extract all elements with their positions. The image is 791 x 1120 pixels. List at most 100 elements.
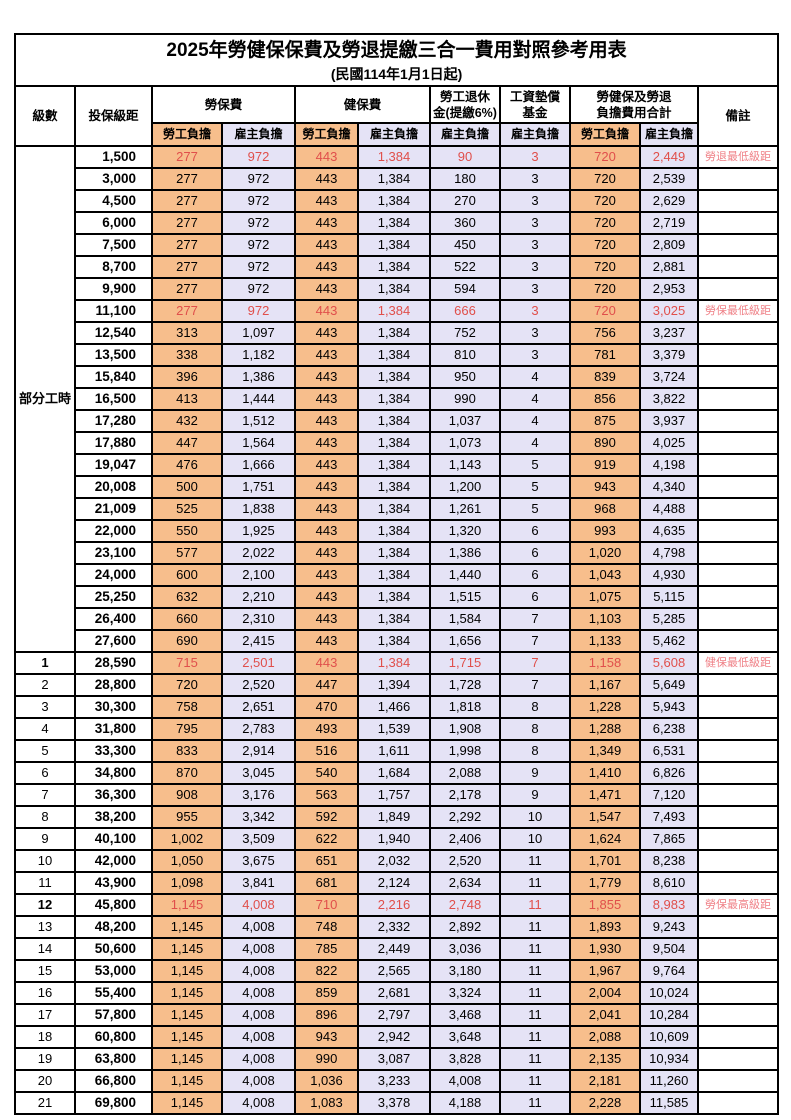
cell-bracket: 31,800 <box>74 717 153 741</box>
cell-level: 13 <box>14 915 76 939</box>
cell-pension-employer: 2,634 <box>429 871 501 895</box>
cell-bracket: 66,800 <box>74 1069 153 1093</box>
cell-healthins-employee: 443 <box>294 343 359 367</box>
cell-total-employer: 4,198 <box>639 453 699 477</box>
cell-remark <box>696 805 780 829</box>
cell-total-employer: 2,881 <box>639 255 699 279</box>
cell-total-employee: 720 <box>569 233 641 257</box>
cell-healthins-employee: 443 <box>294 497 359 521</box>
cell-total-employee: 1,043 <box>569 563 641 587</box>
cell-laborins-employer: 2,783 <box>221 717 296 741</box>
table-row: 11 43,900 1,098 3,841 681 2,124 2,634 11 1,779 8,… <box>14 871 780 895</box>
cell-bracket: 57,800 <box>74 1003 153 1027</box>
cell-total-employer: 6,531 <box>639 739 699 763</box>
cell-healthins-employee: 443 <box>294 431 359 455</box>
cell-level: 17 <box>14 1003 76 1027</box>
cell-laborins-employee: 577 <box>151 541 223 565</box>
cell-total-employer: 10,284 <box>639 1003 699 1027</box>
cell-level: 3 <box>14 695 76 719</box>
cell-healthins-employee: 785 <box>294 937 359 961</box>
cell-pension-employer: 2,748 <box>429 893 501 917</box>
cell-total-employer: 2,539 <box>639 167 699 191</box>
cell-healthins-employer: 2,942 <box>357 1025 431 1049</box>
cell-total-employee: 2,135 <box>569 1047 641 1071</box>
cell-total-employer: 9,764 <box>639 959 699 983</box>
cell-pension-employer: 752 <box>429 321 501 345</box>
cell-pension-employer: 2,520 <box>429 849 501 873</box>
cell-laborins-employer: 3,509 <box>221 827 296 851</box>
cell-laborins-employer: 1,097 <box>221 321 296 345</box>
cell-total-employee: 890 <box>569 431 641 455</box>
cell-total-employer: 5,649 <box>639 673 699 697</box>
cell-pension-employer: 360 <box>429 211 501 235</box>
header-share-row: 勞工負擔 雇主負擔 勞工負擔 雇主負擔 雇主負擔 雇主負擔 勞工負擔 雇主負擔 <box>15 122 778 147</box>
cell-total-employee: 1,133 <box>569 629 641 653</box>
cell-remark <box>696 343 780 367</box>
cell-laborins-employee: 1,145 <box>151 1025 223 1049</box>
cell-laborins-employer: 972 <box>221 145 296 169</box>
cell-laborins-employee: 908 <box>151 783 223 807</box>
cell-level: 1 <box>14 651 76 675</box>
cell-level: 7 <box>14 783 76 807</box>
cell-level: 6 <box>14 761 76 785</box>
cell-remark <box>696 739 780 763</box>
subheader-healthins-employer: 雇主負擔 <box>357 122 431 147</box>
cell-laborins-employer: 972 <box>221 233 296 257</box>
table-row: 20,008 500 1,751 443 1,384 1,200 5 943 4,340 <box>15 475 780 499</box>
cell-laborins-employer: 1,925 <box>221 519 296 543</box>
cell-bracket: 13,500 <box>74 343 153 367</box>
cell-healthins-employer: 1,539 <box>357 717 431 741</box>
cell-remark <box>696 453 780 477</box>
cell-laborins-employee: 277 <box>151 299 223 323</box>
cell-laborins-employee: 500 <box>151 475 223 499</box>
cell-healthins-employer: 1,849 <box>357 805 431 829</box>
cell-remark <box>696 321 780 345</box>
cell-laborins-employer: 4,008 <box>221 937 296 961</box>
table-row: 2 28,800 720 2,520 447 1,394 1,728 7 1,167 5,649 <box>14 673 780 697</box>
cell-bracket: 15,840 <box>74 365 153 389</box>
cell-arrears-employer: 11 <box>499 959 571 983</box>
cell-healthins-employer: 1,384 <box>357 475 431 499</box>
cell-bracket: 24,000 <box>74 563 153 587</box>
cell-laborins-employee: 432 <box>151 409 223 433</box>
cell-arrears-employer: 3 <box>499 321 571 345</box>
cell-remark <box>696 189 780 213</box>
cell-laborins-employee: 338 <box>151 343 223 367</box>
cell-total-employee: 720 <box>569 211 641 235</box>
cell-laborins-employee: 1,145 <box>151 1091 223 1115</box>
cell-bracket: 22,000 <box>74 519 153 543</box>
cell-arrears-employer: 11 <box>499 871 571 895</box>
cell-laborins-employee: 277 <box>151 233 223 257</box>
col-header-remark: 備註 <box>696 85 780 147</box>
cell-level: 11 <box>14 871 76 895</box>
page-title: 2025年勞健保保費及勞退提繳三合一費用對照參考用表 <box>166 40 627 61</box>
cell-healthins-employee: 592 <box>294 805 359 829</box>
cell-arrears-employer: 7 <box>499 673 571 697</box>
cell-pension-employer: 1,073 <box>429 431 501 455</box>
cell-pension-employer: 3,036 <box>429 937 501 961</box>
cell-remark <box>696 1003 780 1027</box>
table-row: 27,600 690 2,415 443 1,384 1,656 7 1,133 5,462 <box>15 629 780 653</box>
table-row: 6,000 277 972 443 1,384 360 3 720 2,719 <box>15 211 780 235</box>
table-header: 2025年勞健保保費及勞退提繳三合一費用對照參考用表 (民國114年1月1日起)… <box>13 33 780 147</box>
cell-total-employer: 8,238 <box>639 849 699 873</box>
cell-remark: 勞退最低級距 <box>696 145 780 169</box>
cell-total-employer: 3,937 <box>639 409 699 433</box>
cell-laborins-employer: 2,914 <box>221 739 296 763</box>
cell-laborins-employer: 2,415 <box>221 629 296 653</box>
cell-pension-employer: 1,261 <box>429 497 501 521</box>
cell-total-employee: 781 <box>569 343 641 367</box>
cell-remark <box>696 783 780 807</box>
cell-laborins-employer: 3,342 <box>221 805 296 829</box>
cell-bracket: 26,400 <box>74 607 153 631</box>
cell-laborins-employer: 2,501 <box>221 651 296 675</box>
subheader-total-employer: 雇主負擔 <box>639 122 699 147</box>
cell-level-part-time: 部分工時 <box>14 145 76 653</box>
cell-healthins-employee: 710 <box>294 893 359 917</box>
cell-arrears-employer: 7 <box>499 629 571 653</box>
cell-arrears-employer: 11 <box>499 1069 571 1093</box>
cell-remark <box>696 233 780 257</box>
cell-healthins-employer: 1,384 <box>357 409 431 433</box>
cell-remark <box>696 761 780 785</box>
cell-laborins-employer: 3,045 <box>221 761 296 785</box>
